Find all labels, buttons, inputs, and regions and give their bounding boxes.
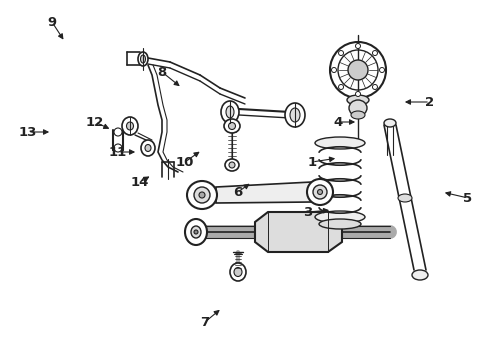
Ellipse shape: [398, 194, 412, 202]
Ellipse shape: [313, 185, 327, 199]
Circle shape: [348, 60, 368, 80]
Circle shape: [372, 50, 377, 55]
Ellipse shape: [141, 140, 155, 156]
Ellipse shape: [234, 267, 242, 276]
Ellipse shape: [285, 103, 305, 127]
Circle shape: [114, 128, 122, 136]
Text: 6: 6: [233, 185, 243, 198]
Circle shape: [114, 144, 122, 152]
Ellipse shape: [141, 55, 146, 63]
Text: 7: 7: [200, 315, 210, 328]
Ellipse shape: [194, 230, 198, 234]
Circle shape: [356, 44, 361, 49]
Ellipse shape: [194, 187, 210, 203]
Text: 13: 13: [19, 126, 37, 139]
Text: 1: 1: [307, 156, 317, 168]
Text: 4: 4: [333, 116, 343, 129]
Ellipse shape: [315, 211, 365, 223]
Text: 14: 14: [131, 175, 149, 189]
Text: 11: 11: [109, 145, 127, 158]
Ellipse shape: [307, 179, 333, 205]
Ellipse shape: [126, 122, 133, 130]
Text: 10: 10: [176, 156, 194, 168]
Text: 2: 2: [425, 95, 435, 108]
Ellipse shape: [225, 159, 239, 171]
Circle shape: [339, 50, 343, 55]
Ellipse shape: [138, 52, 148, 66]
Polygon shape: [255, 212, 342, 252]
Ellipse shape: [187, 181, 217, 209]
Ellipse shape: [229, 162, 235, 168]
Ellipse shape: [230, 263, 246, 281]
Ellipse shape: [224, 119, 240, 133]
Circle shape: [372, 85, 377, 90]
Ellipse shape: [347, 95, 369, 105]
Ellipse shape: [412, 270, 428, 280]
Ellipse shape: [228, 122, 236, 130]
Ellipse shape: [185, 219, 207, 245]
Text: 12: 12: [86, 116, 104, 129]
Ellipse shape: [191, 226, 201, 238]
Ellipse shape: [226, 106, 234, 118]
Circle shape: [332, 68, 337, 72]
Ellipse shape: [319, 219, 361, 229]
Ellipse shape: [384, 119, 396, 127]
Text: 5: 5: [464, 192, 472, 204]
Ellipse shape: [351, 111, 365, 119]
Polygon shape: [216, 182, 312, 203]
Circle shape: [339, 85, 343, 90]
Text: 8: 8: [157, 66, 167, 78]
Ellipse shape: [290, 108, 300, 122]
Ellipse shape: [199, 192, 205, 198]
Ellipse shape: [221, 101, 239, 123]
Circle shape: [356, 91, 361, 96]
Text: 9: 9: [48, 15, 56, 28]
Ellipse shape: [122, 117, 138, 135]
Ellipse shape: [349, 100, 367, 116]
Ellipse shape: [145, 144, 151, 152]
Text: 3: 3: [303, 206, 313, 219]
Circle shape: [379, 68, 385, 72]
Ellipse shape: [315, 137, 365, 149]
Ellipse shape: [318, 189, 322, 194]
